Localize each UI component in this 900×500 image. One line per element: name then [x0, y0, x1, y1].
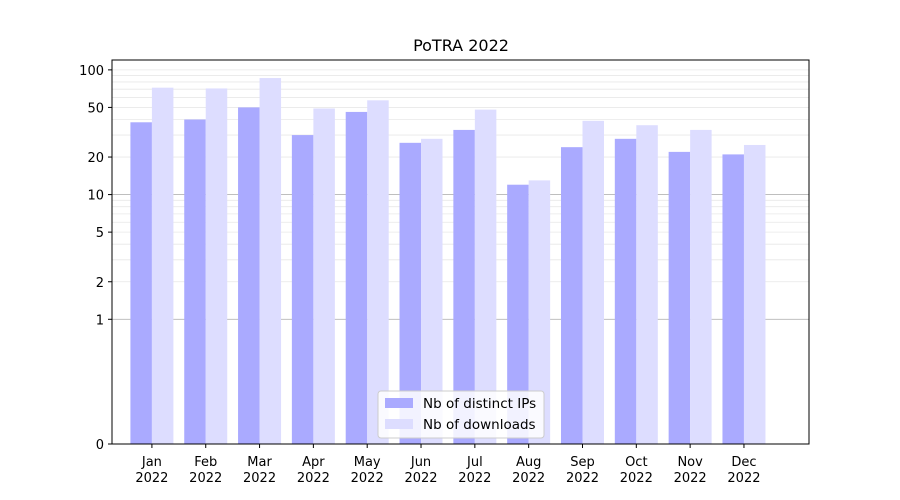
x-tick-label-month: Jan — [141, 455, 162, 470]
bar-distinct-ips — [507, 184, 529, 444]
bar-distinct-ips — [345, 111, 368, 445]
x-tick-label-month: Nov — [677, 455, 703, 470]
bar-distinct-ips — [184, 119, 206, 444]
x-tick-label-year: 2022 — [458, 471, 491, 486]
bar-downloads — [259, 78, 282, 445]
ticks-layer: 0125102050100Jan2022Feb2022Mar2022Apr202… — [79, 64, 760, 486]
axes-layer — [111, 59, 810, 445]
y-tick-label: 50 — [87, 101, 104, 116]
x-tick-label-year: 2022 — [674, 471, 707, 486]
bar-distinct-ips — [130, 122, 152, 445]
bar-downloads — [474, 109, 497, 444]
x-tick-label-month: Mar — [247, 455, 272, 470]
bar-downloads — [743, 144, 766, 445]
bar-downloads — [205, 88, 228, 444]
y-tick-label: 0 — [96, 438, 104, 453]
x-tick-label-year: 2022 — [189, 471, 222, 486]
x-tick-label-year: 2022 — [404, 471, 437, 486]
x-tick-label-month: Aug — [516, 455, 541, 470]
bar-distinct-ips — [291, 135, 314, 445]
x-tick-label-month: Oct — [625, 455, 647, 470]
bars-layer — [130, 78, 766, 445]
x-tick-label-year: 2022 — [512, 471, 545, 486]
x-tick-label-year: 2022 — [620, 471, 653, 486]
bar-downloads — [636, 125, 658, 445]
bar-downloads — [582, 120, 604, 444]
legend: Nb of distinct IPs Nb of downloads — [377, 390, 545, 439]
x-tick-label-year: 2022 — [297, 471, 330, 486]
x-tick-label-month: Jun — [410, 455, 431, 470]
legend-swatch-downloads — [385, 419, 413, 429]
bar-downloads — [421, 138, 443, 444]
x-tick-label-month: Apr — [302, 455, 325, 470]
x-tick-label-month: Sep — [570, 455, 595, 470]
y-tick-label: 5 — [96, 226, 104, 241]
bar-downloads — [528, 180, 551, 444]
bar-downloads — [690, 129, 712, 444]
x-tick-label-year: 2022 — [135, 471, 168, 486]
legend-label-distinct-ips: Nb of distinct IPs — [423, 396, 536, 412]
bar-distinct-ips — [560, 147, 583, 444]
x-tick-label-year: 2022 — [243, 471, 276, 486]
y-tick-label: 20 — [87, 151, 104, 166]
bar-downloads — [313, 108, 335, 444]
legend-label-downloads: Nb of downloads — [423, 417, 536, 433]
bar-downloads — [367, 100, 389, 445]
x-tick-label-month: May — [354, 455, 381, 470]
x-tick-label-month: Dec — [731, 455, 756, 470]
bar-distinct-ips — [399, 142, 422, 445]
legend-swatch-distinct-ips — [385, 398, 413, 408]
bar-distinct-ips — [238, 107, 260, 445]
plot-frame — [111, 59, 810, 445]
y-tick-label: 2 — [96, 276, 104, 291]
y-tick-label: 1 — [96, 313, 104, 328]
chart-title: PoTRA 2022 — [413, 36, 509, 55]
y-tick-label: 10 — [87, 189, 104, 204]
bar-distinct-ips — [614, 138, 637, 444]
x-tick-label-month: Feb — [194, 455, 217, 470]
y-tick-label: 100 — [79, 64, 104, 79]
x-tick-label-year: 2022 — [566, 471, 599, 486]
legend-frame — [377, 390, 545, 439]
bar-distinct-ips — [453, 129, 475, 444]
x-tick-label-month: Jul — [466, 455, 483, 470]
bar-distinct-ips — [668, 151, 691, 444]
x-tick-label-year: 2022 — [351, 471, 384, 486]
bar-distinct-ips — [722, 154, 744, 444]
bar-downloads — [151, 87, 174, 445]
x-tick-label-year: 2022 — [727, 471, 760, 486]
